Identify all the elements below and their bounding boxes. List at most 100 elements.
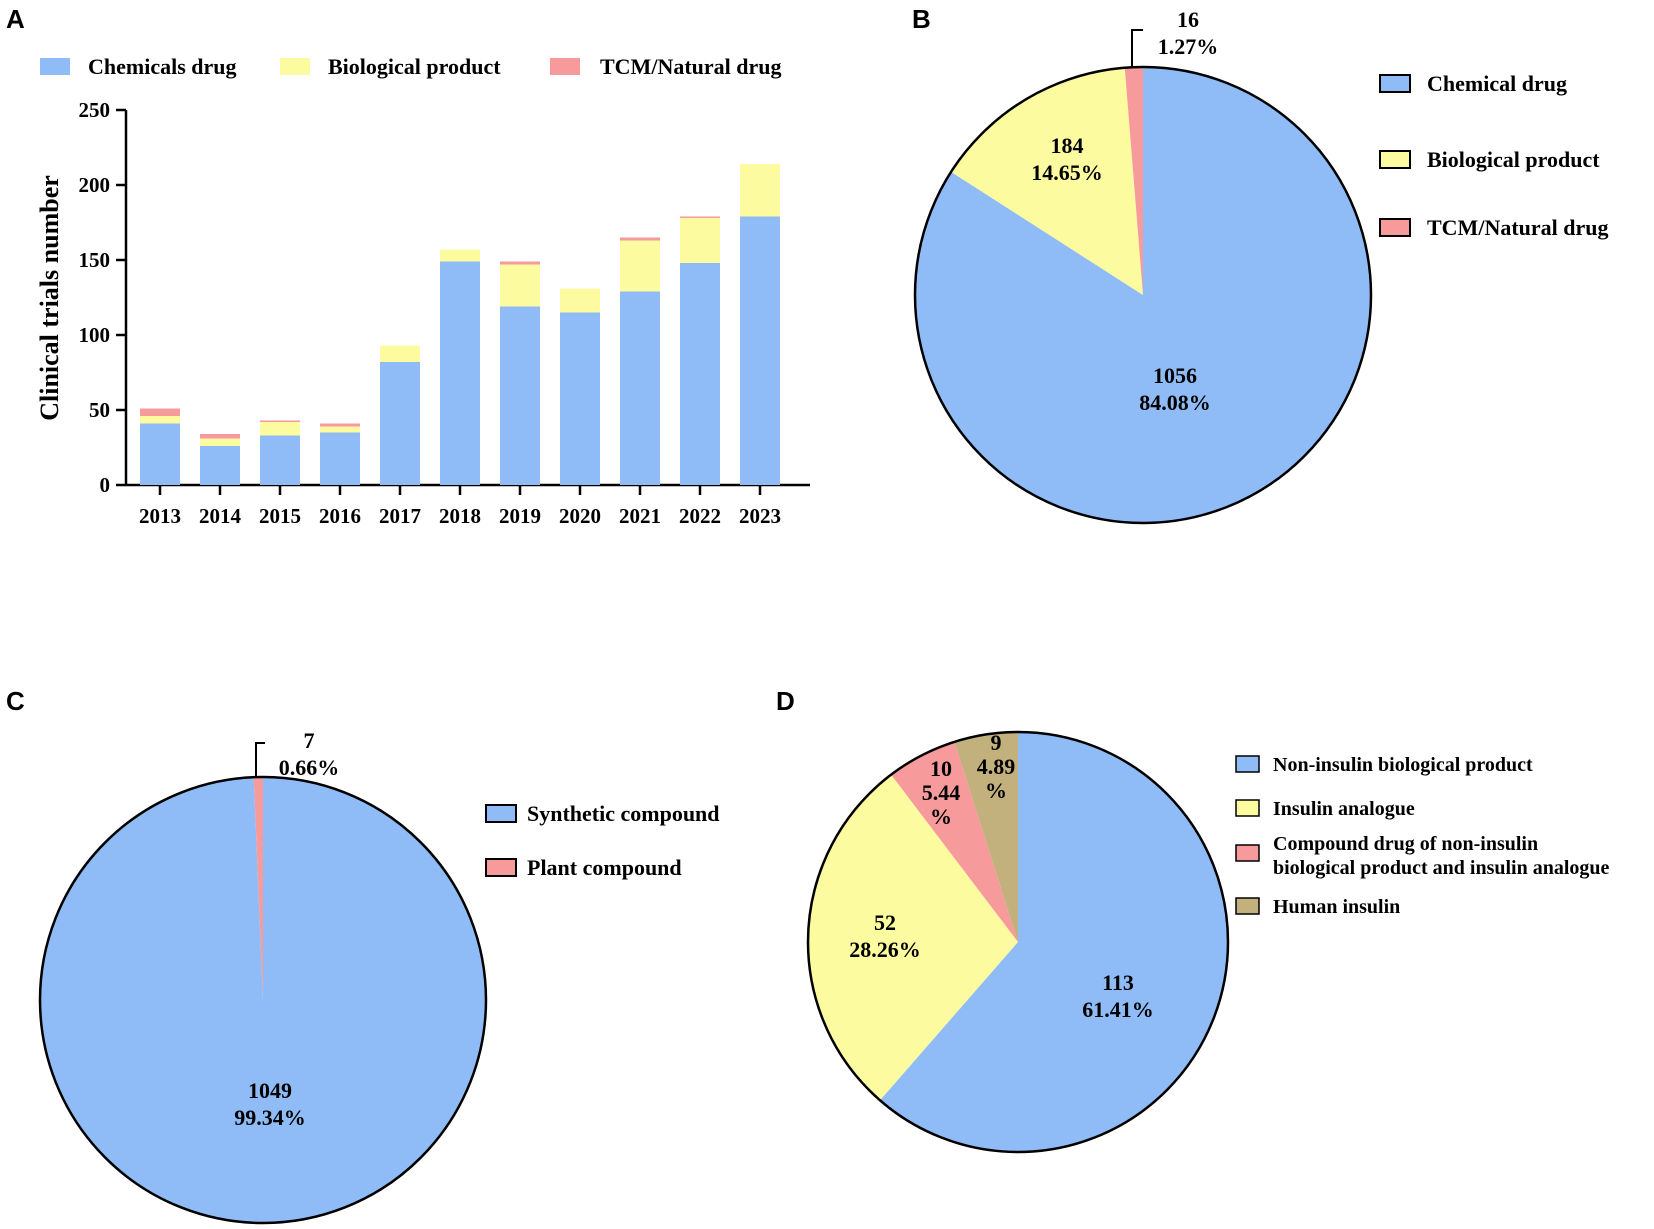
panel-c-pie-chart: 1049 99.34% 7 0.66% Synthetic compound P… — [38, 728, 720, 1225]
pie-b-outline — [913, 65, 1373, 525]
y-ticks: 0 50 100 150 200 250 — [79, 98, 126, 497]
bar-biological-product-2019 — [500, 264, 540, 307]
pie-b-legend-swatch-chemical — [1379, 74, 1411, 93]
y-tick-label: 150 — [79, 248, 111, 272]
bar-tcm-natural-drug-2015 — [260, 420, 300, 422]
panel-letter-b: B — [912, 4, 931, 34]
pie-b-label-tcm-percent: 1.27% — [1158, 34, 1219, 59]
legend-swatch-biological — [280, 58, 310, 75]
pie-d-legend-swatch-noninsulin — [1235, 755, 1260, 773]
pie-c-slices — [40, 777, 487, 1224]
bar-chemicals-drug-2020 — [560, 312, 600, 485]
pie-b-legend-swatch-biological — [1379, 150, 1411, 169]
y-tick-label: 100 — [79, 323, 111, 347]
y-tick-label: 0 — [100, 473, 111, 497]
bar-chemicals-drug-2018 — [440, 261, 480, 485]
bar-tcm-natural-drug-2022 — [680, 216, 720, 218]
bar-biological-product-2022 — [680, 218, 720, 263]
pie-b-label-biological-percent: 14.65% — [1031, 160, 1103, 185]
x-tick-label: 2015 — [259, 504, 301, 528]
x-tick-label: 2016 — [319, 504, 361, 528]
pie-d-legend-label-compound-line2: biological product and insulin analogue — [1273, 857, 1610, 879]
panel-d-pie-chart: 113 61.41% 52 28.26% 10 5.44 % 9 4.89 % … — [806, 730, 1610, 1154]
pie-c-label-synthetic-count: 1049 — [248, 1078, 292, 1103]
bar-tcm-natural-drug-2021 — [620, 237, 660, 241]
pie-b-label-chemical-percent: 84.08% — [1139, 390, 1211, 415]
x-tick-label: 2023 — [739, 504, 781, 528]
x-ticks: 2013 2014 2015 2016 2017 2018 2019 2020 2021 2022… — [139, 485, 781, 528]
panel-letter-d: D — [776, 686, 795, 716]
pie-c-label-synthetic-percent: 99.34% — [234, 1105, 306, 1130]
bar-tcm-natural-drug-2016 — [320, 423, 360, 427]
pie-c-label-plant-count: 7 — [304, 728, 315, 753]
x-tick-label: 2021 — [619, 504, 661, 528]
legend-label-chemicals: Chemicals drug — [88, 54, 237, 79]
pie-d-label-noninsulin-percent: 61.41% — [1082, 997, 1154, 1022]
pie-d-label-compound-count: 10 — [930, 756, 952, 781]
pie-d-label-compound-percent-sign: % — [930, 804, 952, 829]
pie-slice-synthetic-compound — [40, 777, 487, 1224]
pie-d-legend-label-human: Human insulin — [1273, 896, 1400, 918]
pie-b-slices — [914, 67, 1371, 523]
bar-biological-product-2021 — [620, 240, 660, 292]
y-tick-label: 50 — [89, 398, 110, 422]
bar-biological-product-2015 — [260, 422, 300, 436]
pie-d-legend-label-noninsulin: Non-insulin biological product — [1273, 754, 1533, 776]
panel-letter-c: C — [6, 686, 25, 716]
bars — [140, 164, 780, 485]
legend-label-biological: Biological product — [328, 54, 501, 79]
pie-b-legend-label-tcm: TCM/Natural drug — [1427, 215, 1609, 240]
pie-d-label-analogue-count: 52 — [874, 910, 896, 935]
bar-biological-product-2018 — [440, 249, 480, 262]
x-tick-label: 2017 — [379, 504, 421, 528]
legend-swatch-chemicals — [40, 58, 70, 75]
bar-chemicals-drug-2016 — [320, 432, 360, 485]
pie-d-slices — [808, 732, 1228, 1152]
pie-b-label-chemical-count: 1056 — [1153, 363, 1197, 388]
pie-c-legend-label-synthetic: Synthetic compound — [527, 801, 720, 826]
pie-d-label-human-percent: 4.89 — [977, 754, 1016, 779]
x-tick-label: 2014 — [199, 504, 242, 528]
pie-d-legend-swatch-human — [1235, 897, 1260, 915]
bar-biological-product-2017 — [380, 345, 420, 362]
bar-biological-product-2016 — [320, 426, 360, 433]
pie-d-outline — [806, 730, 1230, 1154]
y-tick-label: 200 — [79, 173, 111, 197]
pie-c-legend-swatch-plant — [485, 858, 517, 877]
pie-c-label-plant-percent: 0.66% — [279, 755, 340, 780]
pie-slice-compound-drug-of-non-insulin-biological-product-and-insulin-analogue — [891, 741, 1018, 942]
pie-b-legend-label-chemical: Chemical drug — [1427, 71, 1567, 96]
pie-slice-biological-product — [951, 67, 1143, 295]
pie-slice-plant-compound — [253, 777, 263, 1000]
x-tick-label: 2013 — [139, 504, 181, 528]
pie-b-legend-label-biological: Biological product — [1427, 147, 1600, 172]
pie-d-legend-swatch-compound — [1235, 844, 1260, 862]
pie-d-legend-label-analogue: Insulin analogue — [1273, 798, 1415, 820]
bar-tcm-natural-drug-2019 — [500, 261, 540, 265]
pie-slice-human-insulin — [954, 732, 1018, 942]
pie-d-label-human-percent-sign: % — [985, 778, 1007, 803]
y-tick-label: 250 — [79, 98, 111, 122]
x-tick-label: 2020 — [559, 504, 601, 528]
bar-chemicals-drug-2013 — [140, 423, 180, 485]
y-axis-title: Clinical trials number — [35, 175, 64, 421]
pie-c-plant-leader-line — [255, 742, 265, 778]
pie-c-legend-swatch-synthetic — [485, 804, 517, 823]
bar-chemicals-drug-2014 — [200, 446, 240, 485]
x-tick-label: 2018 — [439, 504, 481, 528]
pie-d-legend-label-compound-line1: Compound drug of non-insulin — [1273, 833, 1538, 855]
legend-swatch-tcm — [550, 58, 580, 75]
pie-slice-non-insulin-biological-product — [879, 732, 1228, 1152]
bar-chemicals-drug-2017 — [380, 362, 420, 485]
pie-d-label-compound-percent: 5.44 — [922, 780, 961, 805]
bar-tcm-natural-drug-2013 — [140, 408, 180, 416]
bar-biological-product-2014 — [200, 438, 240, 446]
pie-d-label-human-count: 9 — [991, 730, 1002, 755]
pie-b-label-tcm-count: 16 — [1177, 7, 1199, 32]
bar-chemicals-drug-2022 — [680, 263, 720, 485]
bar-tcm-natural-drug-2014 — [200, 434, 240, 439]
pie-slice-tcm-natural-drug — [1124, 67, 1143, 295]
pie-slice-insulin-analogue — [808, 774, 1018, 1101]
bar-legend: Chemicals drug Biological product TCM/Na… — [40, 54, 782, 79]
